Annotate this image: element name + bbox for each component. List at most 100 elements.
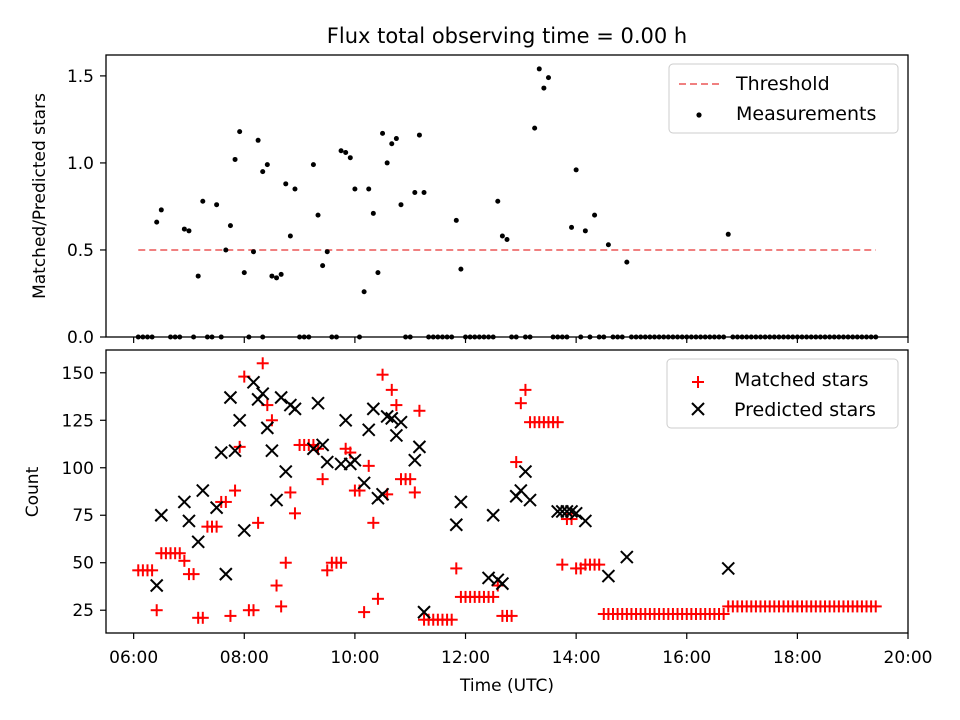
predicted-star-point	[338, 413, 353, 427]
predicted-star-point	[232, 413, 247, 427]
predicted-star-point	[154, 508, 169, 522]
measurement-point	[154, 219, 160, 225]
measurement-point	[624, 259, 630, 265]
bottom-panel: 25 50 75 100 125 150 06:00 08:00 10:00 12:00 14:0…	[23, 349, 933, 696]
predicted-star-point	[191, 535, 205, 549]
predicted-star-point	[320, 455, 334, 469]
matched-star-point	[717, 608, 730, 621]
bottom-x-axis: 06:00 08:00 10:00 12:00 14:00 16:00 18:00 20:00	[109, 633, 933, 668]
predicted-star-point	[228, 443, 242, 458]
predicted-star-point	[375, 487, 390, 502]
predicted-star-point	[274, 390, 288, 405]
measurement-point	[393, 136, 399, 142]
measurement-point	[200, 198, 206, 204]
bottom-legend: Matched stars Predicted stars	[666, 358, 899, 429]
matched-star-point	[487, 590, 500, 603]
matched-star-point	[321, 564, 334, 577]
measurement-point	[292, 186, 298, 192]
measurement-point	[380, 130, 386, 136]
predicted-star-point	[223, 390, 238, 405]
x-tick-label: 14:00	[552, 648, 601, 668]
predicted-star-point	[601, 569, 616, 583]
measurement-point	[389, 141, 395, 147]
legend-matched-label: Matched stars	[734, 369, 868, 391]
matched-star-point	[196, 611, 209, 624]
matched-star-point	[358, 606, 371, 619]
predicted-star-point	[620, 550, 634, 564]
predicted-star-point	[385, 411, 399, 426]
legend-predicted-swatch	[691, 402, 705, 416]
matched-star-point	[150, 604, 163, 617]
measurement-point	[347, 155, 353, 161]
measurement-point	[725, 231, 731, 237]
measurement-point	[310, 162, 316, 168]
measurement-point	[504, 237, 510, 243]
matched-star-point	[275, 600, 288, 613]
measurement-point	[214, 202, 220, 208]
predicted-star-point	[394, 415, 408, 429]
predicted-star-point	[578, 514, 593, 528]
measurement-point	[283, 181, 289, 187]
measurement-point	[384, 160, 390, 166]
matched-star-point	[514, 397, 527, 410]
x-axis-label: Time (UTC)	[459, 676, 554, 696]
predicted-star-point	[311, 396, 325, 410]
predicted-star-point	[348, 453, 362, 467]
measurement-point	[352, 186, 358, 192]
predicted-star-point	[219, 567, 233, 581]
bottom-plot-marks	[132, 357, 882, 626]
matched-star-point	[593, 558, 606, 571]
matched-star-point	[519, 383, 532, 396]
matched-star-point	[408, 486, 421, 499]
measurement-point	[375, 270, 381, 276]
legend-measurements-label: Measurements	[736, 103, 876, 125]
measurement-point	[592, 212, 598, 218]
legend-predicted-label: Predicted stars	[734, 399, 876, 421]
measurement-point	[232, 156, 238, 162]
predicted-star-point	[366, 402, 381, 416]
matched-star-point	[445, 613, 458, 626]
predicted-star-point	[449, 518, 464, 532]
measurement-point	[260, 169, 266, 175]
matched-star-point	[371, 592, 384, 605]
x-tick-label: 10:00	[330, 648, 379, 668]
measurement-point	[158, 207, 164, 213]
measurement-point	[338, 148, 344, 154]
predicted-star-point	[196, 483, 210, 498]
matched-star-point	[187, 568, 200, 581]
measurement-point	[287, 233, 293, 239]
top-y-tick-label: 0.0	[67, 328, 94, 348]
measurement-point	[186, 228, 192, 234]
measurement-point	[421, 190, 427, 196]
predicted-star-point	[357, 476, 371, 490]
measurement-point	[495, 198, 501, 204]
measurement-point	[605, 242, 611, 248]
predicted-star-point	[721, 561, 735, 576]
matched-star-point	[279, 556, 292, 569]
matched-star-point	[270, 579, 283, 592]
predicted-star-point	[380, 409, 394, 424]
predicted-star-point	[177, 495, 192, 509]
top-panel: 0.0 0.5 1.0 1.5 Matched/Predicted stars Thr…	[30, 54, 909, 348]
matched-star-point	[390, 399, 403, 412]
matched-star-point	[224, 609, 237, 622]
predicted-star-point	[454, 495, 468, 509]
x-tick-label: 18:00	[773, 648, 822, 668]
top-legend-box	[668, 63, 899, 134]
bottom-y-axis-label: Count	[23, 466, 43, 517]
top-legend: Threshold Measurements	[668, 63, 899, 134]
bottom-y-tick-label: 50	[72, 554, 94, 574]
measurement-point	[536, 66, 542, 72]
predicted-star-point	[315, 438, 330, 452]
predicted-star-point	[569, 506, 583, 521]
matched-star-point	[367, 516, 380, 529]
matched-star-point	[505, 609, 518, 622]
measurement-point	[315, 212, 321, 218]
predicted-star-point	[389, 428, 404, 443]
predicted-star-point	[486, 508, 500, 522]
predicted-star-point	[260, 421, 275, 435]
matched-star-point	[288, 507, 301, 520]
measurement-point	[241, 270, 247, 276]
x-tick-label: 06:00	[109, 648, 158, 668]
matched-star-point	[385, 383, 398, 396]
